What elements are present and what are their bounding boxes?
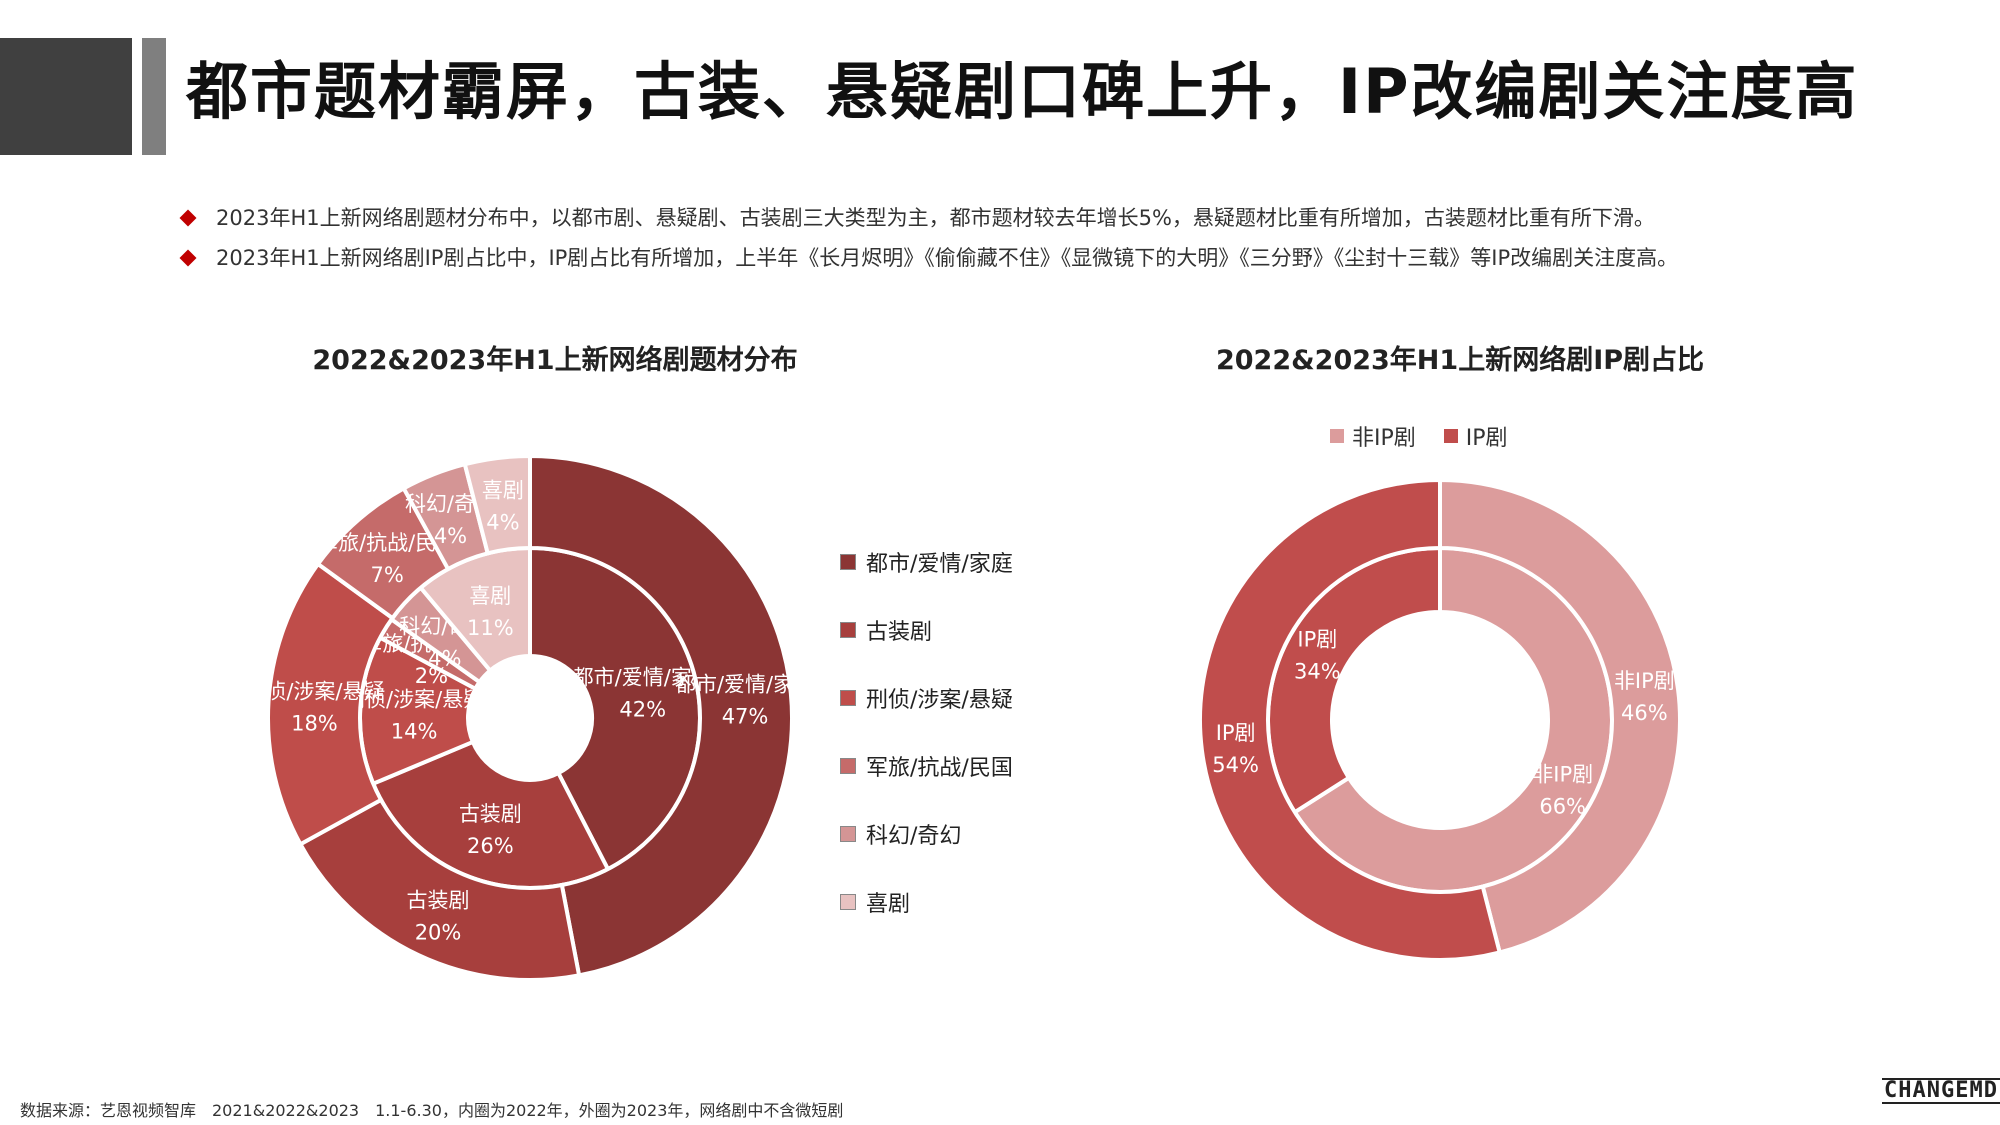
slice-value-label: 14% [391, 719, 438, 743]
slice-value-label: 2% [415, 664, 448, 688]
slice-value-label: 47% [722, 705, 769, 729]
donut-slice-outer [528, 453, 794, 978]
legend-swatch [840, 554, 856, 570]
slice-category-label: 都市/爱情/家庭 [573, 666, 713, 690]
bullet-text: 2023年H1上新网络剧题材分布中，以都市剧、悬疑剧、古装剧三大类型为主，都市题… [216, 206, 1655, 230]
legend-item: 都市/爱情/家庭 [840, 528, 1013, 596]
legend-label: 科幻/奇幻 [866, 824, 962, 849]
legend-label: 刑侦/涉案/悬疑 [866, 688, 1013, 713]
slice-category-label: 喜剧 [482, 479, 524, 503]
legend-item: 刑侦/涉案/悬疑 [840, 664, 1013, 732]
legend-label: 军旅/抗战/民国 [866, 756, 1013, 781]
legend-item: IP剧 [1443, 420, 1508, 452]
bullet-text: 2023年H1上新网络剧IP剧占比中，IP剧占比有所增加，上半年《长月烬明》《偷… [216, 246, 1679, 270]
header-accent-block [0, 38, 132, 155]
slice-category-label: 非IP剧 [1614, 669, 1675, 693]
donut-slice-outer [462, 453, 532, 556]
header-accent-bar [142, 38, 166, 155]
ip-legend: 非IP剧 IP剧 [1330, 420, 1508, 452]
slice-category-label: 刑侦/涉案/悬疑 [244, 679, 384, 703]
legend-label: 非IP剧 [1352, 426, 1416, 451]
legend-label: 古装剧 [866, 620, 933, 645]
slice-category-label: 喜剧 [469, 584, 511, 608]
summary-bullets: 2023年H1上新网络剧题材分布中，以都市剧、悬疑剧、古装剧三大类型为主，都市题… [178, 198, 1968, 278]
legend-item: 科幻/奇幻 [840, 800, 1013, 868]
legend-item: 军旅/抗战/民国 [840, 732, 1013, 800]
slice-value-label: 4% [428, 646, 461, 670]
donut-slice-outer [1198, 477, 1503, 962]
slice-value-label: 11% [467, 616, 514, 640]
slice-value-label: 4% [434, 524, 467, 548]
slice-value-label: 66% [1539, 794, 1586, 818]
slice-category-label: IP剧 [1297, 628, 1337, 652]
page-title: 都市题材霸屏，古装、悬疑剧口碑上升，IP改编剧关注度高 [186, 55, 1859, 128]
legend-label: 都市/爱情/家庭 [866, 552, 1013, 577]
genre-chart-title: 2022&2023年H1上新网络剧题材分布 [312, 345, 798, 376]
slice-category-label: 都市/爱情/家庭 [675, 673, 815, 697]
slice-value-label: 34% [1294, 660, 1341, 684]
brand-logo: CHANGEMD [1882, 1078, 2000, 1104]
slice-category-label: 古装剧 [407, 888, 470, 912]
slice-value-label: 54% [1212, 753, 1259, 777]
genre-donut-chart: 都市/爱情/家庭42%古装剧26%刑侦/涉案/悬疑14%军旅/抗战/民国2%科幻… [244, 453, 815, 982]
slice-category-label: IP剧 [1216, 721, 1256, 745]
slice-value-label: 20% [415, 920, 462, 944]
slice-value-label: 7% [370, 563, 403, 587]
bullet-item: 2023年H1上新网络剧题材分布中，以都市剧、悬疑剧、古装剧三大类型为主，都市题… [178, 198, 1968, 238]
slice-value-label: 18% [291, 711, 338, 735]
legend-swatch [840, 758, 856, 774]
ip-chart-title: 2022&2023年H1上新网络剧IP剧占比 [1215, 345, 1705, 376]
slice-category-label: 刑侦/涉案/悬疑 [344, 687, 484, 711]
donut-slice-outer [1438, 477, 1682, 955]
legend-label: IP剧 [1465, 426, 1508, 451]
ip-donut-chart: 非IP剧 66% IP剧 34% 非IP剧 46% IP剧 54% [1198, 477, 1682, 962]
legend-swatch [1330, 429, 1344, 443]
legend-swatch [1443, 429, 1458, 443]
bullet-item: 2023年H1上新网络剧IP剧占比中，IP剧占比有所增加，上半年《长月烬明》《偷… [178, 238, 1968, 278]
genre-legend: 都市/爱情/家庭 古装剧 刑侦/涉案/悬疑 军旅/抗战/民国 科幻/奇幻 喜剧 [840, 528, 1013, 936]
legend-label: 喜剧 [866, 892, 911, 917]
slice-value-label: 4% [486, 511, 519, 535]
legend-swatch [840, 690, 856, 706]
legend-swatch [840, 894, 856, 910]
slice-value-label: 42% [619, 698, 666, 722]
donut-slice-outer [297, 797, 582, 982]
legend-item: 喜剧 [840, 868, 1013, 936]
slice-value-label: 26% [467, 834, 514, 858]
legend-swatch [840, 826, 856, 842]
slice-category-label: 非IP剧 [1532, 762, 1593, 786]
slice-category-label: 古装剧 [459, 802, 522, 826]
legend-item: 古装剧 [840, 596, 1013, 664]
data-source-note: 数据来源：艺恩视频智库 2021&2022&2023 1.1-6.30，内圈为2… [20, 1101, 844, 1120]
slice-value-label: 46% [1621, 701, 1668, 725]
legend-item: 非IP剧 [1330, 420, 1416, 452]
legend-swatch [840, 622, 856, 638]
